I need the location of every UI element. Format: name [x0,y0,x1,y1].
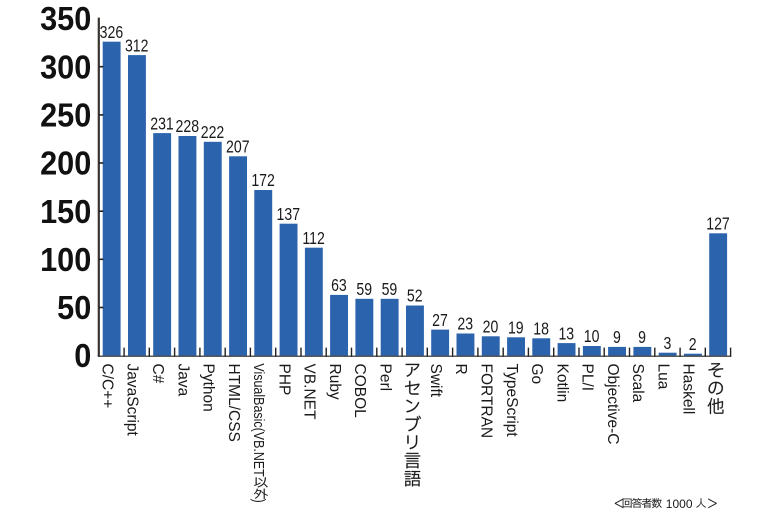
svg-text:VisualBasic(VB.NET: VisualBasic(VB.NET [251,363,267,477]
svg-text:250: 250 [40,96,91,133]
svg-text:Ruby: Ruby [326,364,343,400]
svg-text:R: R [452,364,469,375]
svg-text:23: 23 [457,315,473,334]
svg-text:C/C++: C/C++ [98,364,115,409]
svg-text:18: 18 [533,320,549,339]
svg-text:Haskell: Haskell [680,364,697,415]
svg-text:312: 312 [125,37,149,56]
svg-text:9: 9 [613,329,621,348]
svg-text:231: 231 [150,115,174,134]
svg-text:63: 63 [331,277,347,296]
svg-text:Perl: Perl [376,364,393,392]
svg-text:59: 59 [356,281,372,300]
svg-text:9: 9 [638,329,646,348]
svg-text:Go: Go [528,364,545,385]
svg-text:200: 200 [40,145,91,182]
svg-text:Python: Python [200,364,217,412]
svg-text:350: 350 [40,0,91,37]
svg-text:20: 20 [483,318,499,337]
svg-text:Kotlin: Kotlin [553,364,570,403]
svg-text:52: 52 [407,287,423,306]
svg-text:172: 172 [251,172,275,191]
svg-text:PHP: PHP [275,364,292,396]
svg-text:27: 27 [432,312,448,331]
svg-text:228: 228 [176,118,200,137]
svg-text:19: 19 [508,319,524,338]
svg-text:137: 137 [277,206,301,225]
svg-text:150: 150 [40,193,91,230]
svg-text:100: 100 [40,241,91,278]
svg-text:0: 0 [74,337,91,374]
svg-text:10: 10 [584,328,600,347]
svg-text:207: 207 [226,138,250,157]
svg-text:59: 59 [382,281,398,300]
svg-text:PL/I: PL/I [579,364,596,392]
svg-text:Lua: Lua [654,364,671,390]
svg-text:HTML/CSS: HTML/CSS [225,364,242,442]
svg-text:112: 112 [302,230,324,249]
svg-text:326: 326 [100,24,124,43]
svg-text:VB.NET: VB.NET [301,364,318,421]
svg-text:COBOL: COBOL [351,364,368,419]
svg-text:Java: Java [174,364,191,397]
svg-text:300: 300 [40,48,91,85]
svg-text:JavaScript: JavaScript [124,364,141,437]
svg-text:2: 2 [689,336,697,355]
svg-text:127: 127 [706,215,730,234]
svg-text:TypeScript: TypeScript [503,364,520,438]
svg-text:1000: 1000 [666,497,693,511]
svg-text:): ) [250,499,268,503]
svg-text:Scala: Scala [629,364,646,403]
svg-text:50: 50 [57,289,91,326]
svg-text:C#: C# [149,364,166,384]
svg-text:13: 13 [558,325,574,344]
svg-text:Swift: Swift [427,364,444,398]
svg-text:222: 222 [201,124,225,143]
svg-text:3: 3 [663,335,671,354]
svg-text:Objective-C: Objective-C [604,364,621,445]
svg-text:FORTRAN: FORTRAN [478,364,495,439]
